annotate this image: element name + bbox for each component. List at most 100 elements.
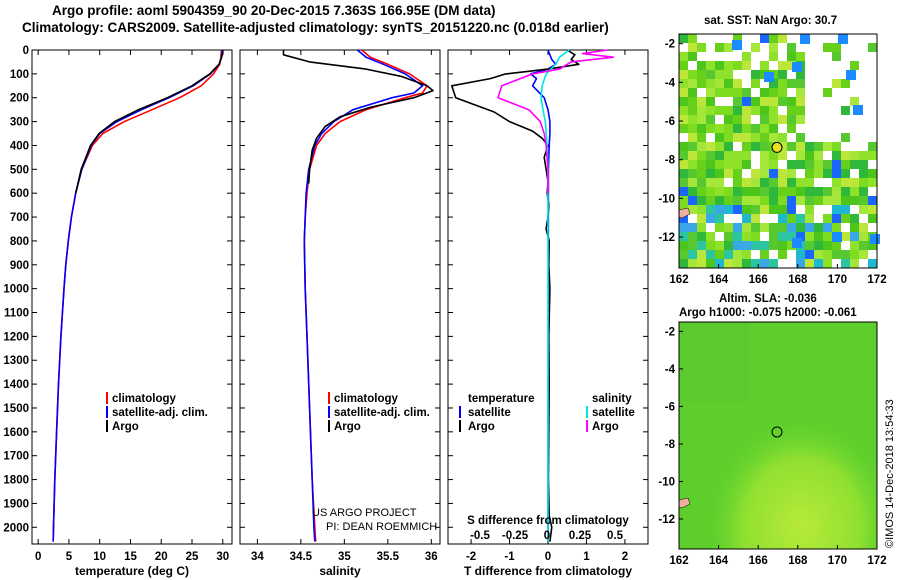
sst-cell [796, 259, 805, 268]
x-tick-label: 35.5 [377, 551, 400, 563]
sst-cell [715, 187, 724, 196]
x-tick-label: 35 [338, 551, 351, 563]
sst-cell [724, 169, 733, 178]
y-tick-label: 200 [10, 93, 29, 105]
sst-cell [679, 61, 688, 70]
sst-cell [769, 187, 778, 196]
sst-cell [778, 232, 787, 241]
sst-cell [760, 187, 769, 196]
salinity-legend: climatology satellite-adj. clim. Argo [328, 392, 430, 433]
sst-cell [832, 169, 841, 178]
sst-cell [778, 115, 787, 124]
sst-cell [724, 151, 733, 160]
sst-cell [787, 52, 796, 61]
map-y-tick-label: -2 [665, 326, 675, 338]
s-tick-label: 0 [544, 530, 550, 542]
sst-cell [697, 61, 706, 70]
sst-cell [814, 169, 823, 178]
sst-cell [760, 259, 769, 268]
sst-cell [715, 79, 724, 88]
sst-cell [796, 187, 805, 196]
sst-cell [706, 124, 715, 133]
sst-cell [778, 34, 787, 43]
x-tick-label: 30 [216, 551, 229, 563]
sst-cell [868, 151, 877, 160]
sst-cell [697, 232, 706, 241]
sst-cell [733, 133, 742, 142]
sst-cell [778, 97, 787, 106]
y-tick-label: 1000 [3, 284, 29, 296]
x-tick-label: 1 [583, 551, 590, 563]
sst-cell [679, 259, 688, 268]
sst-cell [814, 259, 823, 268]
sst-cell [751, 97, 760, 106]
legend-label-t-argo: Argo [468, 421, 495, 433]
sst-cell [868, 142, 877, 151]
sst-cell [679, 88, 688, 97]
y-tick-label: 800 [10, 236, 29, 248]
sst-cell [697, 133, 706, 142]
sst-cell [679, 160, 688, 169]
sst-cell [706, 61, 715, 70]
sst-cell [724, 259, 733, 268]
x-tick-label: 36 [425, 551, 438, 563]
map-y-tick-label: -8 [665, 155, 676, 167]
sst-cell [760, 241, 769, 250]
salinity-axes: 34 34.5 35 35.5 36 salinity [240, 49, 440, 578]
sst-cell [742, 97, 751, 106]
legend-label-s-satellite: satellite [592, 407, 635, 419]
sst-cell [751, 259, 760, 268]
s-tick-label: 0.5 [607, 530, 624, 542]
sst-cell [778, 178, 787, 187]
sst-cell [724, 205, 733, 214]
sst-cell-blue [792, 62, 802, 72]
sst-cell-blue [846, 70, 856, 80]
sst-cell [742, 214, 751, 223]
sst-cell [733, 160, 742, 169]
sst-cell [733, 241, 742, 250]
sst-cell [706, 88, 715, 97]
sst-cell [850, 196, 859, 205]
s-axis-label: S difference from climatology [467, 515, 629, 527]
sst-cell [823, 232, 832, 241]
sla-map: 162 164 166 168 170 172 -2 -4 -6 -8 -10 -12 [658, 321, 887, 567]
sst-cell [778, 241, 787, 250]
sst-cell [787, 196, 796, 205]
sst-cell [742, 205, 751, 214]
sst-cell [859, 187, 868, 196]
sst-cell-blue [838, 34, 848, 44]
x-tick-label: 2 [622, 551, 628, 563]
sst-cell [724, 250, 733, 259]
sst-cell [742, 160, 751, 169]
sst-cell [769, 241, 778, 250]
sst-cell [751, 223, 760, 232]
sst-cell [769, 106, 778, 115]
sst-cell [850, 61, 859, 70]
sla-map-subtitle: Argo h1000: -0.075 h2000: -0.061 [679, 307, 857, 319]
sst-cell [679, 97, 688, 106]
sst-cell [715, 43, 724, 52]
sst-cell [679, 214, 688, 223]
sst-cell [778, 151, 787, 160]
map-x-tick-label: 162 [669, 555, 688, 567]
sst-cell [760, 61, 769, 70]
credit-project: US ARGO PROJECT [312, 507, 417, 519]
sst-cell [760, 223, 769, 232]
temperature-legend: climatology satellite-adj. clim. Argo [106, 392, 208, 433]
sst-cell [679, 178, 688, 187]
legend-title-temperature: temperature [468, 393, 534, 405]
y-tick-label: 1900 [3, 498, 29, 510]
sst-cell [733, 88, 742, 97]
sst-cell [841, 250, 850, 259]
sst-cell [679, 52, 688, 61]
sst-cell [760, 250, 769, 259]
argo-position-marker [771, 141, 783, 153]
sst-cell [859, 232, 868, 241]
sst-cell [841, 151, 850, 160]
sst-cell [724, 124, 733, 133]
sst-cell [679, 250, 688, 259]
sst-cell [787, 232, 796, 241]
map-x-tick-label: 164 [709, 555, 729, 567]
sst-cell [760, 124, 769, 133]
sst-cell-blue [870, 234, 880, 244]
